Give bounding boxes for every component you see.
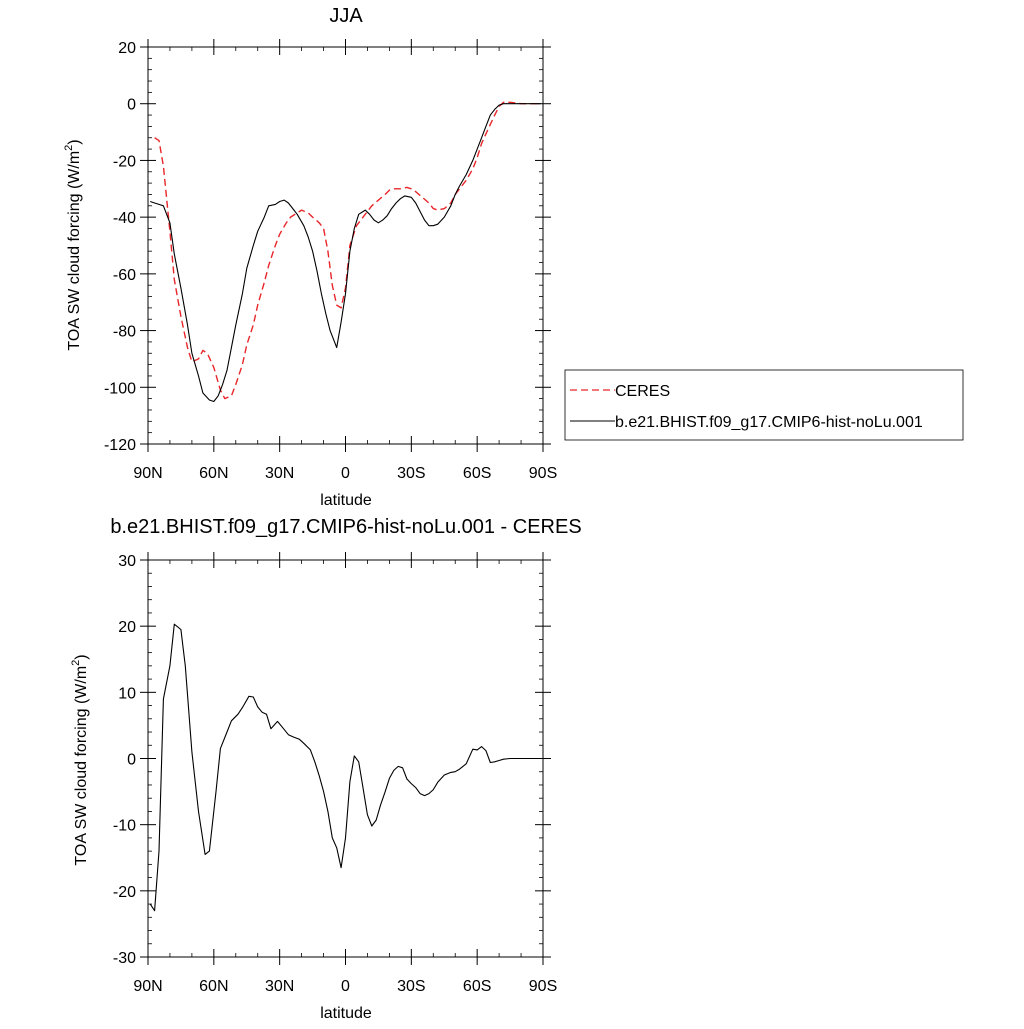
x-tick-label: 90S xyxy=(529,978,557,995)
x-tick-label: 90N xyxy=(133,978,162,995)
y-tick-label: -80 xyxy=(113,324,136,341)
top-y-axis-label: TOA SW cloud forcing (W/m2) xyxy=(63,139,83,350)
bottom-panel: b.e21.BHIST.f09_g17.CMIP6-hist-noLu.001 … xyxy=(70,516,582,1022)
x-tick-label: 60S xyxy=(463,978,491,995)
y-tick-label: 30 xyxy=(118,553,136,570)
y-tick-label: -20 xyxy=(113,153,136,170)
top-x-axis-label: latitude xyxy=(320,492,372,509)
y-tick-label: 0 xyxy=(127,97,136,114)
top-series-lines xyxy=(150,101,541,403)
model-series-line xyxy=(150,103,541,403)
y-tick-label: -40 xyxy=(113,210,136,227)
top-x-tick-labels: 90N 60N 30N 0 30S 60S 90S xyxy=(133,465,557,482)
top-chart-title: JJA xyxy=(329,5,363,27)
x-tick-label: 30N xyxy=(265,465,294,482)
y-tick-label: 20 xyxy=(118,40,136,57)
y-tick-label: -10 xyxy=(113,818,136,835)
y-tick-label: 0 xyxy=(127,752,136,769)
y-tick-label: -120 xyxy=(104,437,136,454)
y-tick-label: 10 xyxy=(118,685,136,702)
bottom-y-axis-label: TOA SW cloud forcing (W/m2) xyxy=(70,654,90,865)
y-tick-label: -100 xyxy=(104,380,136,397)
bottom-x-axis-label: latitude xyxy=(320,1005,372,1022)
top-panel: JJA 20 0 -20 -40 -60 -80 -100 -120 90N 60N 30N 0 30… xyxy=(63,5,964,509)
bottom-chart-title: b.e21.BHIST.f09_g17.CMIP6-hist-noLu.001 … xyxy=(110,516,581,538)
bottom-plot-frame xyxy=(147,559,544,958)
x-tick-label: 30N xyxy=(265,978,294,995)
difference-series-line xyxy=(149,623,543,912)
x-tick-label: 30S xyxy=(397,465,425,482)
bottom-y-tick-labels: 30 20 10 0 -10 -20 -30 xyxy=(113,553,136,967)
legend: CERES b.e21.BHIST.f09_g17.CMIP6-hist-noL… xyxy=(564,369,964,441)
top-plot-frame xyxy=(147,46,544,445)
y-tick-label: 20 xyxy=(118,619,136,636)
bottom-series-lines xyxy=(149,623,543,912)
y-tick-label: -30 xyxy=(113,950,136,967)
y-tick-label: -60 xyxy=(113,267,136,284)
x-tick-label: 60S xyxy=(463,465,491,482)
bottom-x-tick-labels: 90N 60N 30N 0 30S 60S 90S xyxy=(133,978,557,995)
legend-box xyxy=(564,369,964,441)
ceres-series-line xyxy=(154,101,541,400)
x-tick-label: 30S xyxy=(397,978,425,995)
top-axis-ticks xyxy=(140,39,551,452)
y-tick-label: -20 xyxy=(113,884,136,901)
x-tick-label: 60N xyxy=(199,465,228,482)
legend-ceres-label: CERES xyxy=(615,383,670,400)
x-tick-label: 90S xyxy=(529,465,557,482)
x-tick-label: 0 xyxy=(341,465,350,482)
x-tick-label: 0 xyxy=(341,978,350,995)
top-y-tick-labels: 20 0 -20 -40 -60 -80 -100 -120 xyxy=(104,40,136,454)
bottom-axis-ticks xyxy=(140,552,551,965)
legend-model-label: b.e21.BHIST.f09_g17.CMIP6-hist-noLu.001 xyxy=(615,414,923,431)
x-tick-label: 90N xyxy=(133,465,162,482)
x-tick-label: 60N xyxy=(199,978,228,995)
